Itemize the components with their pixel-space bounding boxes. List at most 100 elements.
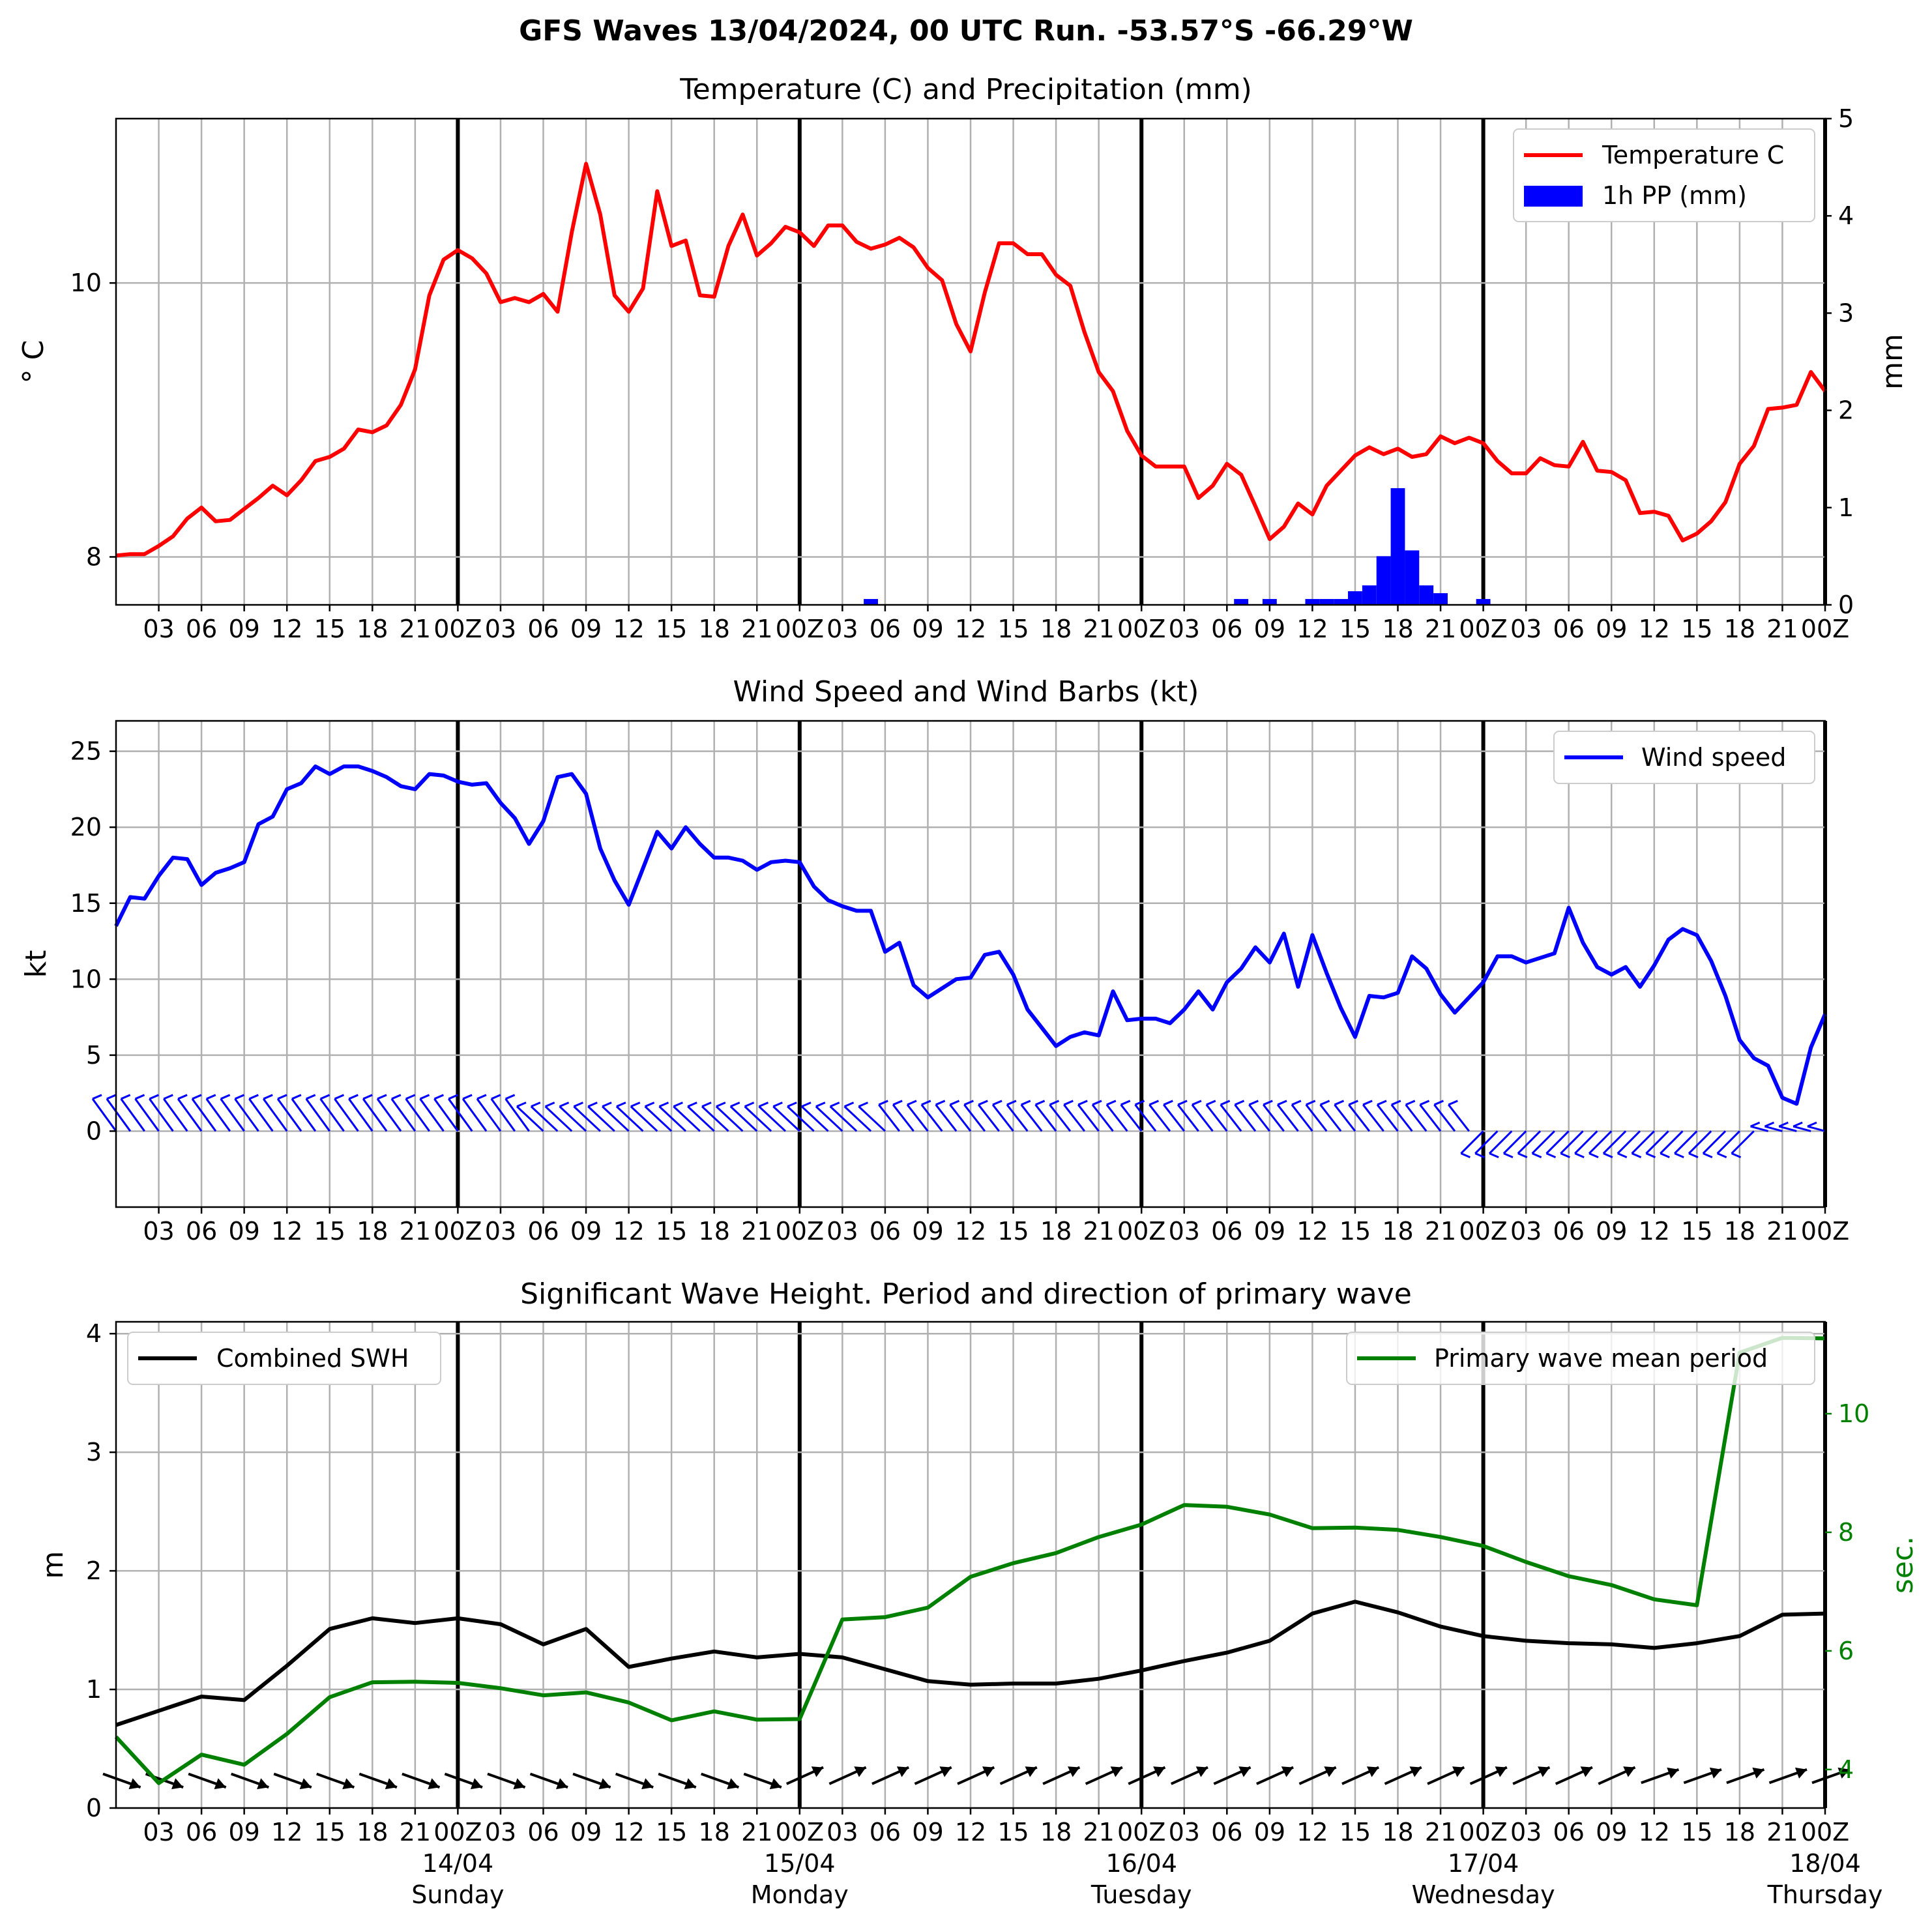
x-tick-label: 12: [613, 615, 644, 643]
y-tick-label: 15: [70, 889, 102, 918]
wind-barb-flag: [1248, 1100, 1259, 1106]
wind-barb: [858, 1105, 886, 1132]
wind-barb-flag: [1503, 1152, 1514, 1159]
wind-barb-flag: [121, 1094, 131, 1100]
wind-barb: [305, 1098, 330, 1132]
wind-barb: [1105, 1104, 1128, 1132]
wind-barbs: [91, 1094, 1826, 1159]
wave-arrow-head: [1623, 1766, 1635, 1777]
temperature-grid: [116, 119, 1827, 605]
precip-bar: [1390, 488, 1405, 605]
x-tick-label: 06: [186, 615, 217, 643]
x-tick-label: 15: [1681, 1217, 1712, 1246]
legend-wind-label: Wind speed: [1641, 743, 1786, 772]
wind-barb: [744, 1105, 772, 1132]
x-tick-label: 03: [485, 615, 516, 643]
wind-y-ticks: 0 5 10 15 20 25: [70, 737, 116, 1145]
day-name-label: Monday: [751, 1880, 849, 1909]
wind-barb-flag: [815, 1102, 826, 1108]
wave-arrow-head: [1538, 1766, 1550, 1777]
wind-barb: [1220, 1104, 1242, 1132]
x-tick-label: 06: [527, 1818, 559, 1846]
wind-barb-flag: [391, 1094, 402, 1100]
x-tick-label: 06: [527, 1217, 559, 1246]
x-tick-label: 09: [570, 1217, 602, 1246]
x-tick-label: 00Z: [776, 615, 824, 643]
wind-barb-flag: [602, 1102, 612, 1108]
legend-precip-swatch: [1524, 186, 1583, 207]
y-tick-label: 3: [86, 1438, 102, 1466]
wind-barb-flag: [106, 1094, 117, 1100]
x-tick-label: 18: [1724, 615, 1755, 643]
wind-barb: [1091, 1104, 1114, 1132]
legend-period-label: Primary wave mean period: [1434, 1344, 1768, 1373]
wind-barb-flag: [220, 1094, 231, 1100]
x-tick-label: 12: [1296, 1818, 1328, 1846]
period-legend: Primary wave mean period: [1346, 1332, 1815, 1385]
y-tick-label: 25: [70, 737, 102, 766]
wind-barb: [505, 1098, 530, 1132]
wind-barb-flag: [1391, 1100, 1401, 1106]
wind-barb-flag: [1703, 1152, 1713, 1159]
x-tick-label: 00Z: [1459, 615, 1507, 643]
x-tick-label: 15: [1339, 1217, 1371, 1246]
wind-barb: [658, 1105, 687, 1132]
wind-grid: [116, 721, 1827, 1207]
day-date-label: 17/04: [1448, 1849, 1519, 1878]
x-tick-label: 18: [1040, 615, 1072, 643]
legend-swh-label: Combined SWH: [216, 1344, 409, 1373]
wind-barb-flag: [772, 1102, 783, 1108]
precip-bars: [864, 488, 1491, 605]
wind-barb-flag: [730, 1102, 740, 1108]
wind-barb: [1574, 1130, 1598, 1154]
x-tick-label: 09: [228, 1217, 259, 1246]
y-tick-label: 1: [86, 1675, 102, 1704]
x-tick-label: 03: [485, 1818, 516, 1846]
wind-barb-flag: [1717, 1152, 1727, 1159]
day-date-label: 16/04: [1105, 1849, 1177, 1878]
x-tick-label: 06: [870, 1818, 901, 1846]
x-tick-label: 21: [1083, 1217, 1114, 1246]
x-tick-label: 03: [1510, 615, 1542, 643]
wind-barb-flag: [1617, 1152, 1628, 1159]
wind-barb-flag: [291, 1094, 302, 1100]
wind-barb-flag: [1063, 1100, 1074, 1106]
wind-barb: [1334, 1104, 1356, 1132]
wind-barb: [205, 1098, 231, 1132]
wind-barb-flag: [1448, 1100, 1458, 1106]
figure-title: GFS Waves 13/04/2024, 00 UTC Run. -53.57…: [519, 14, 1413, 48]
wind-barb: [1807, 1125, 1826, 1132]
wind-barb: [1149, 1104, 1171, 1132]
wind-barb: [390, 1098, 417, 1132]
x-tick-label: 18: [699, 1818, 730, 1846]
wind-barb: [630, 1105, 658, 1132]
wave-arrow-head: [1110, 1766, 1122, 1777]
wind-barb-flag: [1433, 1100, 1444, 1106]
wind-barb-flag: [1306, 1100, 1316, 1106]
wave-arrow-head: [428, 1778, 440, 1790]
swh-legend: Combined SWH: [127, 1332, 441, 1385]
wave-arrow-head: [1153, 1766, 1165, 1777]
wind-barb-flag: [1474, 1152, 1485, 1159]
wave-direction-arrows: [102, 1766, 1851, 1790]
x-tick-label: 15: [1681, 615, 1712, 643]
y-tick-label: 8: [1838, 1518, 1854, 1547]
precip-bar: [1476, 599, 1491, 605]
x-tick-label: 09: [1596, 1818, 1627, 1846]
wind-barb-flag: [419, 1094, 430, 1100]
x-tick-label: 09: [228, 1818, 259, 1846]
wind-barb: [843, 1105, 872, 1132]
wind-barb-flag: [545, 1102, 555, 1108]
wind-barb-flag: [1574, 1152, 1585, 1159]
wind-barb-flag: [1035, 1100, 1046, 1106]
day-name-label: Tuesday: [1090, 1880, 1192, 1909]
wind-barb: [1177, 1104, 1199, 1132]
x-tick-label: 09: [228, 615, 259, 643]
wind-barb: [448, 1098, 473, 1132]
y-tick-label: 0: [86, 1794, 102, 1822]
wave-arrow-head: [385, 1778, 397, 1790]
wind-barb: [1205, 1104, 1228, 1132]
wind-barb: [419, 1098, 445, 1132]
wind-barb-flag: [559, 1102, 570, 1108]
